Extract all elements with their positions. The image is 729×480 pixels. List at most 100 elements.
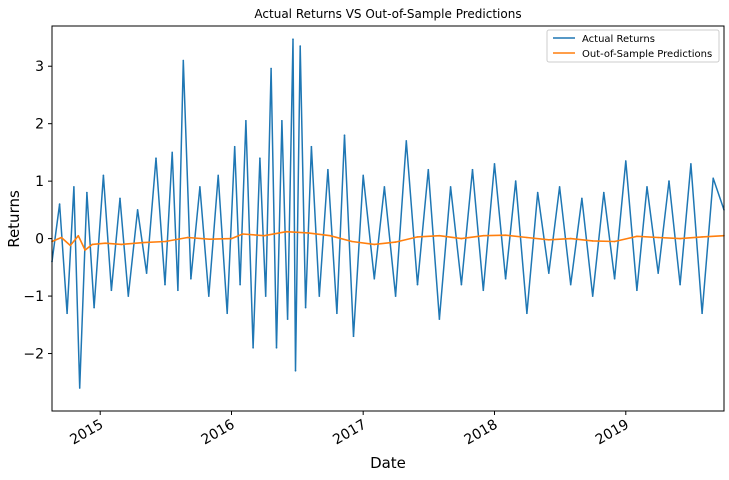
data-point-actual-returns — [310, 145, 313, 148]
data-point-out-of-sample-predictions — [373, 243, 376, 246]
data-point-actual-returns — [304, 306, 307, 309]
data-point-actual-returns — [603, 191, 605, 194]
data-point-out-of-sample-predictions — [69, 244, 72, 247]
data-point-actual-returns — [58, 203, 61, 205]
data-point-actual-returns — [668, 180, 670, 182]
data-point-out-of-sample-predictions — [91, 243, 94, 246]
x-tick-label: 2017 — [330, 417, 369, 449]
data-point-actual-returns — [245, 120, 247, 122]
x-tick-label: 2015 — [67, 417, 106, 449]
series-out-of-sample-predictions — [51, 230, 725, 251]
data-point-out-of-sample-predictions — [329, 234, 331, 237]
data-point-actual-returns — [164, 283, 166, 286]
data-point-actual-returns — [471, 168, 474, 171]
data-point-actual-returns — [119, 197, 121, 200]
data-point-actual-returns — [73, 186, 75, 188]
data-point-out-of-sample-predictions — [569, 237, 572, 240]
data-point-actual-returns — [327, 168, 329, 171]
x-tick-label: 2018 — [462, 417, 501, 449]
data-point-actual-returns — [514, 180, 517, 182]
data-point-actual-returns — [343, 134, 346, 136]
legend: Actual Returns Out-of-Sample Predictions — [546, 29, 720, 63]
plot-frame — [51, 25, 725, 412]
x-tick-label: 2019 — [593, 417, 632, 449]
data-point-actual-returns — [208, 295, 210, 297]
data-point-actual-returns — [383, 186, 386, 188]
data-point-actual-returns — [712, 177, 714, 180]
data-point-actual-returns — [252, 347, 254, 349]
data-point-actual-returns — [281, 120, 283, 122]
data-point-actual-returns — [292, 38, 294, 40]
data-point-actual-returns — [270, 67, 272, 70]
data-point-actual-returns — [449, 186, 452, 188]
data-point-out-of-sample-predictions — [613, 240, 616, 243]
data-point-actual-returns — [86, 191, 88, 194]
data-point-actual-returns — [636, 289, 638, 292]
data-point-out-of-sample-predictions — [636, 235, 638, 238]
data-point-actual-returns — [558, 186, 561, 188]
data-point-out-of-sample-predictions — [438, 234, 441, 237]
x-axis-label: Date — [370, 454, 406, 472]
data-point-actual-returns — [701, 312, 703, 315]
data-point-actual-returns — [548, 272, 550, 274]
y-axis: −2 −1 0 1 2 3 — [23, 59, 52, 363]
data-point-actual-returns — [190, 278, 192, 280]
data-point-actual-returns — [569, 283, 572, 286]
legend-label-out-of-sample-predictions: Out-of-Sample Predictions — [582, 49, 712, 60]
data-point-out-of-sample-predictions — [526, 236, 528, 239]
data-point-actual-returns — [394, 295, 397, 297]
data-point-out-of-sample-predictions — [142, 241, 145, 244]
y-tick-label: −2 — [23, 347, 44, 363]
data-point-actual-returns — [275, 347, 278, 349]
data-point-out-of-sample-predictions — [104, 242, 106, 244]
data-point-out-of-sample-predictions — [548, 239, 550, 241]
data-point-out-of-sample-predictions — [230, 237, 233, 240]
series-line-actual-returns — [51, 38, 725, 389]
data-point-actual-returns — [136, 209, 139, 211]
data-point-actual-returns — [416, 283, 419, 286]
data-point-actual-returns — [405, 140, 408, 142]
legend-label-actual-returns: Actual Returns — [582, 34, 655, 45]
data-point-out-of-sample-predictions — [591, 240, 594, 242]
data-point-actual-returns — [482, 289, 485, 292]
series-actual-returns — [51, 38, 725, 389]
data-point-actual-returns — [352, 335, 355, 338]
data-point-actual-returns — [526, 312, 528, 315]
data-point-actual-returns — [657, 272, 659, 274]
data-point-out-of-sample-predictions — [504, 234, 507, 236]
data-point-actual-returns — [155, 157, 157, 159]
y-tick-label: 0 — [35, 232, 44, 248]
data-point-actual-returns — [646, 186, 648, 188]
data-point-actual-returns — [581, 197, 583, 200]
data-point-actual-returns — [264, 295, 267, 297]
data-point-actual-returns — [66, 312, 68, 315]
data-point-actual-returns — [299, 45, 302, 47]
data-point-out-of-sample-predictions — [263, 234, 266, 237]
y-tick-label: 1 — [35, 174, 44, 190]
data-point-actual-returns — [102, 174, 105, 177]
data-point-actual-returns — [438, 318, 441, 320]
data-point-actual-returns — [373, 278, 376, 280]
data-point-actual-returns — [259, 157, 261, 159]
data-point-actual-returns — [93, 306, 95, 309]
data-point-out-of-sample-predictions — [60, 236, 63, 239]
legend-box — [546, 29, 720, 63]
data-point-actual-returns — [362, 174, 365, 177]
data-point-out-of-sample-predictions — [186, 236, 189, 239]
data-point-actual-returns — [318, 295, 321, 297]
data-point-actual-returns — [78, 387, 81, 389]
data-point-actual-returns — [217, 174, 219, 177]
data-point-actual-returns — [460, 283, 463, 286]
y-axis-label: Returns — [5, 190, 23, 248]
x-tick-label: 2016 — [199, 417, 238, 449]
data-point-out-of-sample-predictions — [394, 241, 397, 243]
chart-title: Actual Returns VS Out-of-Sample Predicti… — [254, 7, 521, 21]
data-point-actual-returns — [427, 168, 430, 171]
data-point-out-of-sample-predictions — [679, 237, 681, 240]
data-point-out-of-sample-predictions — [307, 232, 309, 234]
data-point-actual-returns — [504, 278, 507, 280]
data-point-out-of-sample-predictions — [120, 243, 123, 246]
data-point-actual-returns — [127, 295, 130, 297]
